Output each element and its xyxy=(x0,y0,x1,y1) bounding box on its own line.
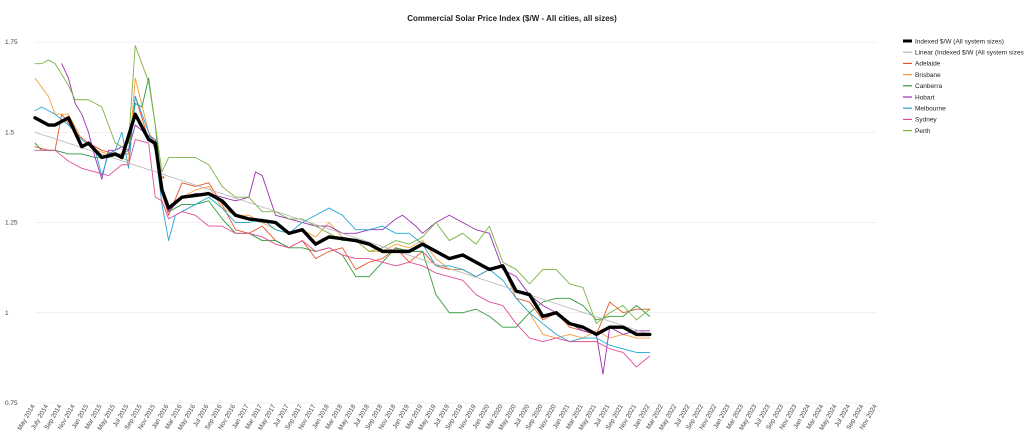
series-line-hobart xyxy=(61,63,651,375)
legend-label-adelaide: Adelaide xyxy=(915,61,941,68)
legend-label-melbourne: Melbourne xyxy=(915,106,946,113)
series-line-linear-indexed-w-all-system-sizes xyxy=(34,131,651,335)
series-line-perth xyxy=(34,45,651,325)
chart-title: Commercial Solar Price Index ($/W - All … xyxy=(407,14,617,23)
legend-label-brisbane: Brisbane xyxy=(915,72,941,79)
series-lines xyxy=(33,45,652,375)
series-line-indexed-w-all-system-sizes xyxy=(33,112,652,337)
y-tick-label: 1 xyxy=(5,310,9,317)
series-line-sydney xyxy=(34,139,651,368)
series-line-canberra xyxy=(34,77,651,328)
y-tick-label: 1.75 xyxy=(5,39,18,46)
legend-label-hobart: Hobart xyxy=(915,94,935,101)
y-tick-label: 1.5 xyxy=(5,129,14,136)
adelaide-point-marker xyxy=(162,176,165,179)
series-line-brisbane xyxy=(34,77,651,339)
gridlines xyxy=(35,41,877,404)
legend: Indexed $/W (All system sizes) Linear (In… xyxy=(903,38,1024,135)
legend-label-sydney: Sydney xyxy=(915,117,937,124)
y-tick-label: 0.75 xyxy=(5,400,18,407)
y-tick-label: 1.25 xyxy=(5,220,18,227)
series-line-melbourne xyxy=(34,95,651,353)
legend-label-perth: Perth xyxy=(915,128,931,135)
legend-label-canberra: Canberra xyxy=(915,83,942,90)
legend-label-indexed-w-all-system-sizes: Indexed $/W (All system sizes) xyxy=(915,38,1004,45)
legend-label-linear-indexed-w-all-system-sizes: Linear (Indexed $/W (All system sizes)) xyxy=(915,50,1024,57)
y-axis: 0.75 1 1.25 1.5 1.75 xyxy=(5,39,18,407)
